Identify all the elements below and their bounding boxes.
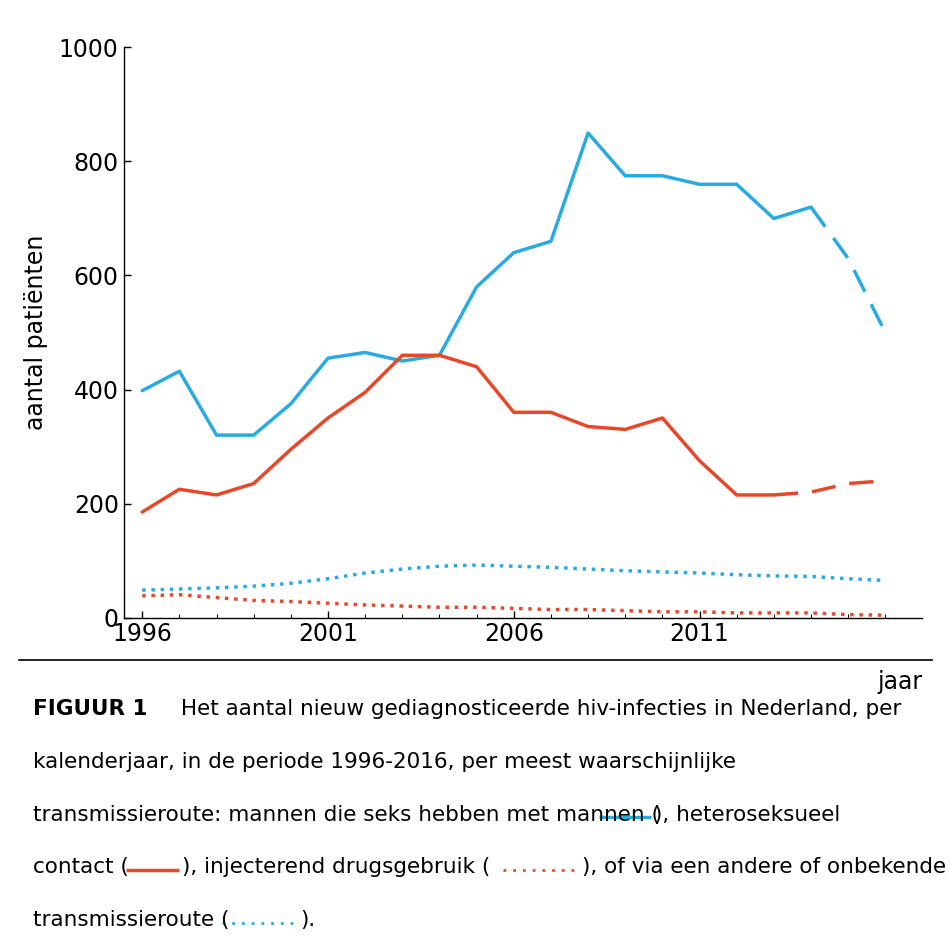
Text: transmissieroute: mannen die seks hebben met mannen (: transmissieroute: mannen die seks hebben…: [33, 805, 660, 825]
Text: contact (: contact (: [33, 857, 129, 878]
Text: FIGUUR 1: FIGUUR 1: [33, 699, 147, 719]
Text: jaar: jaar: [878, 671, 922, 694]
Text: Het aantal nieuw gediagnosticeerde hiv-infecties in Nederland, per: Het aantal nieuw gediagnosticeerde hiv-i…: [174, 699, 902, 719]
Text: transmissieroute (: transmissieroute (: [33, 910, 229, 930]
Text: ), injecterend drugsgebruik (: ), injecterend drugsgebruik (: [182, 857, 490, 878]
Text: ).: ).: [301, 910, 316, 930]
Text: ), heteroseksueel: ), heteroseksueel: [654, 805, 841, 825]
Text: kalenderjaar, in de periode 1996-2016, per meest waarschijnlijke: kalenderjaar, in de periode 1996-2016, p…: [33, 752, 736, 772]
Y-axis label: aantal patiënten: aantal patiënten: [24, 235, 48, 430]
Text: ), of via een andere of onbekende: ), of via een andere of onbekende: [582, 857, 946, 878]
